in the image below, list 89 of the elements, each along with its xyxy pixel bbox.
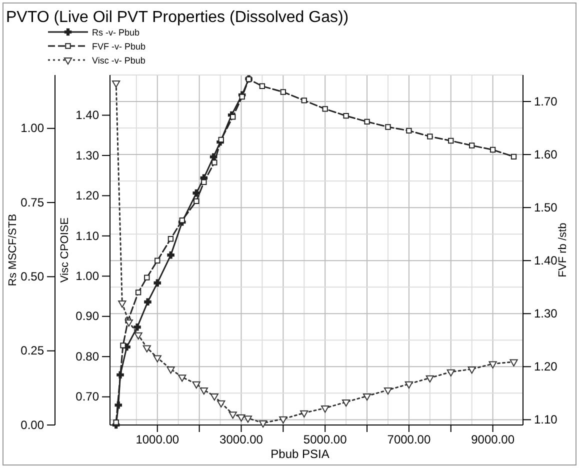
y2-tick-label: 1.40 bbox=[534, 253, 558, 268]
x-tick-label: 1000.00 bbox=[136, 432, 180, 447]
y3-tick-label: 0.80 bbox=[76, 349, 100, 364]
point bbox=[259, 83, 266, 89]
y-axis-title: Rs MSCF/STB bbox=[7, 214, 19, 286]
point bbox=[134, 332, 142, 340]
y2-tick-label: 1.20 bbox=[534, 360, 558, 374]
point bbox=[404, 381, 414, 389]
point bbox=[468, 366, 476, 374]
x-tick-label: 9000.00 bbox=[471, 432, 515, 447]
point bbox=[154, 258, 160, 264]
point bbox=[244, 416, 252, 423]
y2-tick-label: 1.30 bbox=[534, 306, 558, 320]
point bbox=[192, 189, 200, 197]
point bbox=[426, 375, 434, 383]
y2-axis-title: FVF rb /stb bbox=[557, 222, 569, 278]
y2-tick-label: 1.50 bbox=[534, 200, 558, 214]
point bbox=[142, 345, 151, 352]
point bbox=[301, 98, 307, 104]
point bbox=[510, 359, 518, 366]
point bbox=[385, 124, 391, 130]
legend-label: Rs -v- Pbub bbox=[92, 28, 140, 38]
point bbox=[201, 179, 207, 185]
y3-tick-label: 0.70 bbox=[76, 390, 100, 404]
point bbox=[153, 355, 162, 362]
point bbox=[488, 361, 497, 368]
point bbox=[364, 118, 370, 125]
point bbox=[178, 374, 186, 382]
y3-tick-label: 1.40 bbox=[76, 108, 100, 122]
y3-tick-label: 1.20 bbox=[76, 188, 100, 203]
point bbox=[258, 420, 268, 428]
point bbox=[384, 387, 392, 395]
point bbox=[469, 142, 475, 148]
y-tick-label: 0.00 bbox=[20, 418, 44, 432]
point bbox=[144, 274, 150, 280]
point bbox=[300, 410, 308, 418]
point bbox=[362, 393, 372, 401]
y3-tick-label: 1.30 bbox=[76, 148, 100, 162]
y-tick-label: 0.75 bbox=[20, 195, 44, 210]
point bbox=[217, 400, 226, 408]
point bbox=[167, 251, 174, 259]
point bbox=[210, 393, 218, 401]
point bbox=[154, 279, 162, 287]
point bbox=[448, 138, 454, 144]
point bbox=[168, 236, 174, 242]
x-axis-title: Pbub PSIA bbox=[270, 447, 330, 461]
y2-tick-label: 1.70 bbox=[534, 94, 558, 108]
point bbox=[427, 134, 433, 140]
y2-tick-label: 1.10 bbox=[534, 412, 558, 427]
y-tick-label: 1.00 bbox=[20, 121, 44, 136]
y3-tick-label: 0.90 bbox=[76, 309, 100, 324]
point bbox=[406, 128, 412, 134]
point bbox=[279, 416, 288, 424]
chart-title: PVTO (Live Oil PVT Properties (Dissolved Gas)) bbox=[6, 9, 349, 26]
point bbox=[321, 406, 330, 413]
point bbox=[490, 146, 496, 153]
legend-label: Visc -v- Pbub bbox=[92, 56, 146, 66]
x-tick-label: 3000.00 bbox=[220, 432, 264, 447]
point bbox=[237, 414, 246, 422]
point bbox=[124, 319, 133, 327]
point bbox=[510, 154, 517, 160]
point bbox=[192, 381, 200, 389]
point bbox=[200, 387, 208, 395]
y3-tick-label: 1.10 bbox=[76, 228, 100, 243]
y-tick-label: 0.25 bbox=[20, 344, 44, 358]
point bbox=[194, 198, 200, 204]
point bbox=[228, 412, 237, 419]
point bbox=[135, 290, 142, 296]
y-tick-label: 0.50 bbox=[20, 270, 44, 284]
point bbox=[280, 89, 286, 95]
point bbox=[134, 323, 141, 331]
point bbox=[343, 112, 349, 119]
x-tick-label: 5000.00 bbox=[303, 432, 348, 447]
point bbox=[218, 136, 224, 143]
point bbox=[322, 106, 328, 112]
point bbox=[212, 160, 218, 166]
point bbox=[166, 366, 175, 374]
point bbox=[446, 369, 455, 377]
point bbox=[342, 400, 350, 407]
x-tick-label: 7000.00 bbox=[387, 432, 431, 447]
point bbox=[112, 80, 120, 88]
point bbox=[118, 300, 126, 308]
legend-label: FVF -v- Pbub bbox=[92, 42, 146, 52]
point bbox=[144, 298, 152, 306]
y3-tick-label: 1.00 bbox=[76, 268, 100, 283]
y3-axis-title: Visc CPOISE bbox=[59, 217, 71, 283]
point bbox=[230, 114, 236, 120]
point bbox=[120, 342, 126, 348]
y2-tick-label: 1.60 bbox=[534, 147, 558, 162]
